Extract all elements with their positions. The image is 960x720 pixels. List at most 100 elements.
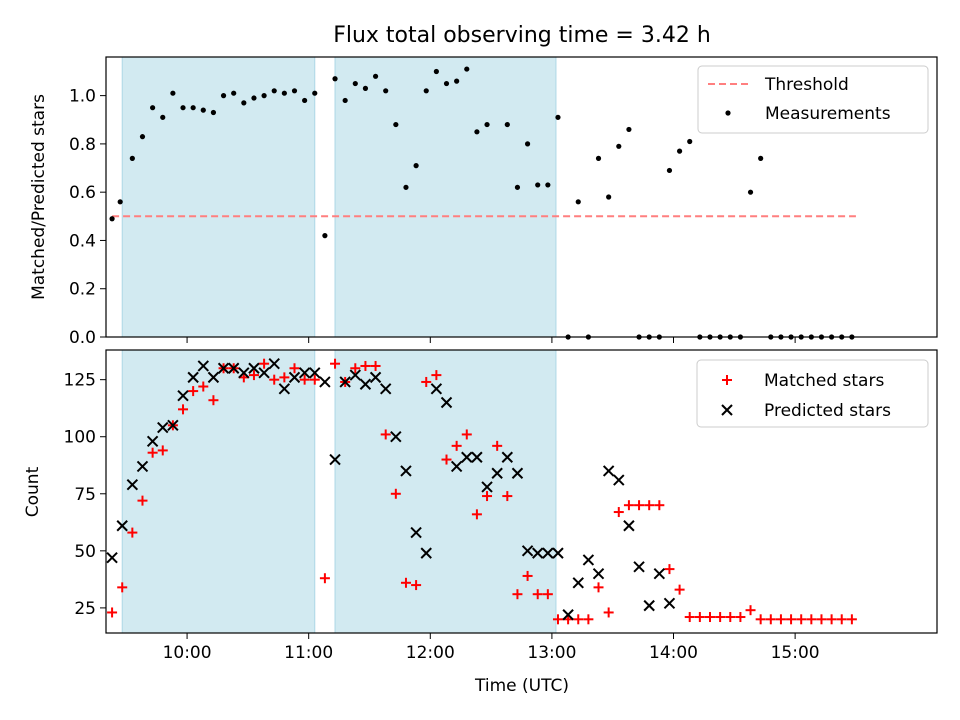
bottom-highlight-span-0 [121, 349, 316, 634]
bottom-predicted-points [106, 357, 676, 621]
predicted-star-point [116, 520, 128, 532]
predicted-marker-b [643, 599, 655, 612]
matched-star-point [380, 429, 391, 440]
bottom-y-axis-ticks: 25 50 75 100 125 [64, 371, 106, 619]
predicted-star-point [410, 526, 422, 539]
predicted-marker-b [420, 547, 432, 559]
measurement-point [514, 184, 521, 190]
matched-star-point [694, 612, 705, 623]
matched-star-point [370, 360, 381, 371]
predicted-marker-b [309, 367, 321, 379]
matched-star-point [715, 612, 726, 623]
matched-star-point [836, 614, 847, 625]
matched-star-point [137, 495, 148, 506]
bottom-panel: 25 50 75 100 125 10:00 11:00 12:00 13:00 14:00 15… [23, 349, 938, 696]
measurement-point [190, 105, 196, 111]
bottom-y-tick-label: 125 [64, 371, 96, 391]
predicted-marker-b [440, 396, 453, 409]
matched-star-point [441, 454, 452, 465]
measurement-point [626, 126, 632, 133]
predicted-marker-b [349, 369, 362, 381]
predicted-star-point [288, 371, 301, 384]
predicted-star-point [511, 467, 524, 479]
predicted-star-point [238, 367, 250, 379]
matched-star-point [319, 573, 330, 584]
predicted-marker-b [491, 467, 503, 479]
predicted-marker-b [562, 609, 574, 621]
matched-star-point [502, 491, 513, 502]
matched-star-point [745, 605, 756, 616]
measurement-point [281, 90, 287, 96]
bottom-y-axis-label: Count [23, 466, 43, 517]
measurement-point [443, 80, 450, 87]
predicted-star-point [542, 547, 554, 559]
figure-title: Flux total observing time = 3.42 h [333, 23, 711, 48]
matched-star-point [634, 500, 645, 511]
measurement-point [251, 95, 257, 101]
matched-star-point [360, 360, 371, 371]
predicted-marker-b [592, 567, 605, 580]
matched-star-point [431, 370, 442, 381]
measurement-point [322, 233, 328, 239]
matched-star-point [674, 584, 685, 595]
predicted-marker-b [613, 474, 625, 486]
predicted-marker-b [359, 378, 372, 390]
predicted-star-point [430, 383, 443, 395]
matched-star-point [593, 582, 604, 593]
predicted-marker-b [633, 561, 645, 573]
predicted-marker-b [369, 371, 382, 384]
matched-star-point [147, 447, 158, 458]
predicted-marker-b [653, 567, 666, 580]
predicted-marker-b [116, 520, 128, 532]
measurement-point [595, 155, 602, 161]
matched-star-point [613, 507, 624, 518]
bottom-legend-box [696, 359, 929, 428]
matched-star-point [411, 580, 422, 591]
measurement-point [291, 88, 298, 94]
top-legend-box [697, 65, 929, 134]
measurement-point [109, 216, 115, 222]
predicted-star-point [663, 597, 676, 610]
predicted-marker-b [501, 451, 514, 463]
top-y-tick-label: 0.2 [69, 280, 96, 300]
matched-star-point [573, 614, 584, 625]
legend-matched-label: Matched stars [764, 371, 884, 391]
predicted-marker-b [663, 597, 676, 610]
measurement-point [423, 88, 429, 94]
predicted-marker-b [521, 545, 534, 557]
predicted-star-point [187, 371, 199, 384]
predicted-marker-b [319, 376, 331, 388]
predicted-star-point [501, 451, 514, 463]
bottom-legend: Matched stars Predicted stars [696, 359, 929, 428]
measurement-point [372, 73, 379, 79]
measurement-point [180, 105, 186, 111]
measurement-point [302, 97, 308, 104]
matched-star-point [846, 614, 857, 625]
predicted-star-point [562, 609, 574, 621]
predicted-marker-b [552, 547, 564, 559]
matched-star-point [704, 612, 715, 623]
predicted-star-point [461, 451, 473, 463]
matched-star-point [178, 404, 189, 415]
predicted-star-point [471, 451, 483, 463]
predicted-star-point [532, 547, 544, 559]
predicted-star-point [481, 481, 493, 493]
matched-star-point [421, 376, 432, 387]
measurement-point [687, 138, 693, 145]
predicted-marker-b [390, 431, 402, 443]
legend-threshold-label: Threshold [764, 75, 849, 95]
matched-star-point [644, 500, 655, 511]
matched-star-point [512, 589, 523, 600]
measurement-point [535, 182, 541, 188]
measurement-point [139, 134, 146, 140]
measurement-point [666, 167, 673, 174]
top-highlight-span-0 [121, 56, 316, 338]
predicted-marker-b [481, 481, 493, 493]
predicted-marker-b [106, 551, 118, 564]
bottom-highlight-span-1 [334, 349, 557, 634]
matched-star-point [786, 614, 797, 625]
predicted-marker-b [582, 554, 595, 566]
matched-star-point [492, 440, 503, 451]
predicted-marker-b [379, 383, 392, 395]
measurement-point [117, 199, 123, 205]
